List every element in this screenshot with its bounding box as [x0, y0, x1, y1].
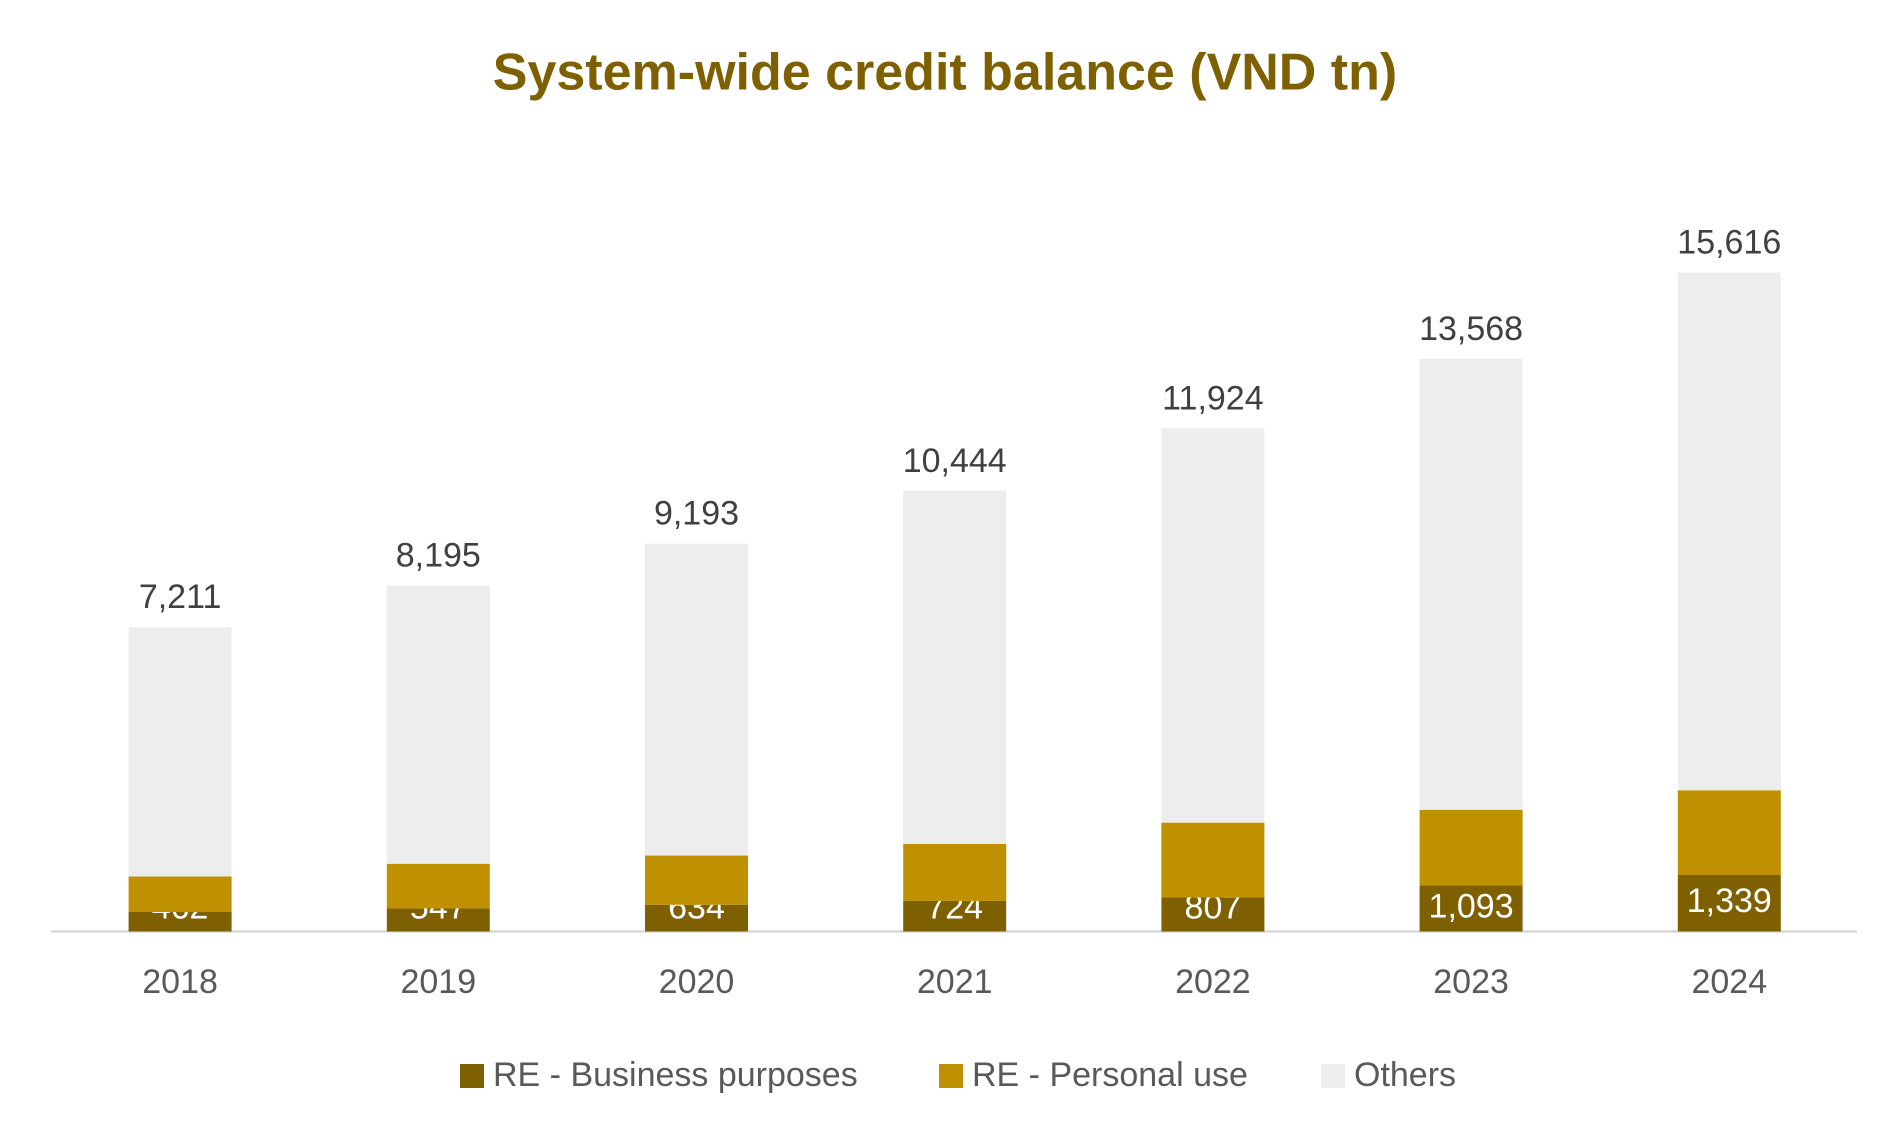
legend-swatch — [1321, 1064, 1345, 1088]
bar-segment — [386, 863, 490, 909]
total-label: 8,195 — [396, 537, 481, 575]
bar-segment — [903, 843, 1007, 901]
bar-segment — [128, 627, 232, 877]
legend-label: Others — [1354, 1056, 1456, 1094]
total-label: 9,193 — [654, 495, 739, 533]
bar-segment — [1419, 359, 1523, 810]
x-tick-label: 2018 — [142, 963, 218, 1001]
bar-segment — [903, 900, 1007, 932]
data-label: 1,093 — [1429, 887, 1514, 925]
bar-segment — [1419, 809, 1523, 886]
x-tick-label: 2020 — [659, 963, 735, 1001]
total-label: 11,924 — [1162, 379, 1263, 417]
x-tick-label: 2021 — [917, 963, 993, 1001]
legend-label: RE - Personal use — [972, 1056, 1248, 1094]
total-label: 15,616 — [1677, 224, 1781, 262]
bar-segment — [1161, 428, 1265, 823]
total-label: 7,211 — [139, 578, 222, 616]
bar-segment — [645, 543, 748, 856]
bar-segment — [645, 904, 748, 932]
bar-segment — [386, 908, 490, 932]
bar-segment — [1677, 790, 1781, 876]
total-label: 13,568 — [1419, 310, 1523, 348]
bar-segment — [386, 585, 490, 864]
x-tick-label: 2022 — [1175, 963, 1251, 1001]
bar-segment — [128, 912, 232, 932]
bar-segment — [903, 490, 1007, 844]
bar-segment — [645, 855, 748, 905]
x-tick-label: 2019 — [400, 963, 476, 1001]
legend-label: RE - Business purposes — [493, 1056, 858, 1094]
bar-segment — [1161, 822, 1265, 898]
total-label: 10,444 — [903, 442, 1007, 480]
x-tick-label: 2023 — [1433, 963, 1509, 1001]
bar-segment — [1161, 897, 1265, 932]
bar-segment — [1677, 272, 1781, 791]
data-label: 1,339 — [1687, 882, 1772, 920]
bar-segment — [128, 876, 232, 913]
x-tick-label: 2024 — [1691, 963, 1767, 1001]
legend-swatch — [460, 1064, 484, 1088]
legend-swatch — [939, 1064, 963, 1088]
chart-title: System-wide credit balance (VND tn) — [493, 44, 1397, 102]
bar-segment — [1419, 885, 1523, 932]
bar-segment — [1677, 875, 1781, 932]
